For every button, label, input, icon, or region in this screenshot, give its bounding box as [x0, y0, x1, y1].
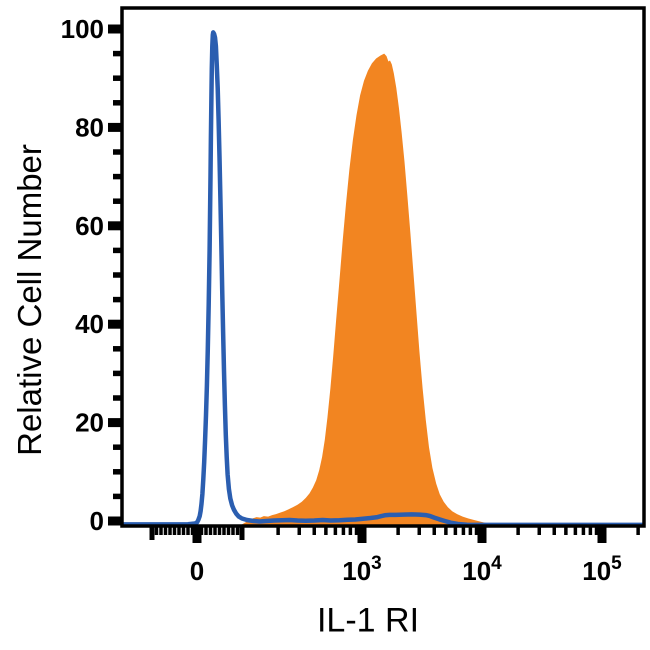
stained-cells-filled-histogram	[242, 53, 493, 526]
x-tick-label: 0	[190, 556, 204, 586]
x-tick-labels: 0 103 104 105	[190, 553, 622, 586]
plot-frame	[120, 6, 646, 528]
x-tick-label: 104	[462, 553, 502, 586]
y-tick-label: 60	[75, 211, 104, 241]
y-tick-label: 0	[90, 506, 104, 536]
x-axis-ticks	[149, 525, 640, 543]
y-axis-ticks	[108, 24, 121, 526]
x-tick-label: 103	[342, 553, 382, 586]
y-tick-label: 20	[75, 408, 104, 438]
x-axis-title: IL-1 RI	[316, 601, 420, 640]
x-tick-label: 105	[582, 553, 622, 586]
histogram-series	[122, 30, 644, 526]
y-tick-label: 100	[61, 14, 104, 44]
y-tick-labels: 0 20 40 60 80 100	[61, 14, 104, 536]
y-tick-label: 40	[75, 309, 104, 339]
y-tick-label: 80	[75, 112, 104, 142]
y-axis-title: Relative Cell Number	[11, 144, 48, 456]
control-cells-line-histogram	[122, 30, 644, 526]
